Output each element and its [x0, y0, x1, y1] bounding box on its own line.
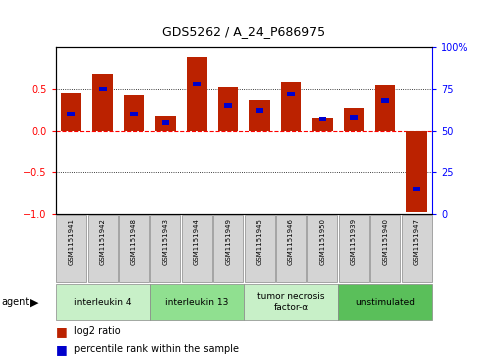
Bar: [256, 108, 264, 113]
Bar: [186, 57, 207, 131]
Bar: [218, 87, 239, 131]
Text: GSM1151944: GSM1151944: [194, 218, 200, 265]
Text: interleukin 4: interleukin 4: [74, 298, 131, 307]
Text: GSM1151941: GSM1151941: [68, 218, 74, 265]
FancyBboxPatch shape: [56, 215, 86, 282]
Bar: [249, 100, 270, 131]
FancyBboxPatch shape: [370, 215, 400, 282]
Text: ▶: ▶: [30, 297, 39, 307]
Bar: [406, 131, 427, 212]
FancyBboxPatch shape: [182, 215, 212, 282]
Text: log2 ratio: log2 ratio: [74, 326, 121, 336]
FancyBboxPatch shape: [150, 215, 181, 282]
Bar: [350, 115, 358, 120]
Text: ■: ■: [56, 343, 67, 356]
FancyBboxPatch shape: [119, 215, 149, 282]
Text: tumor necrosis
factor-α: tumor necrosis factor-α: [257, 293, 325, 312]
FancyBboxPatch shape: [87, 215, 118, 282]
Bar: [343, 108, 364, 131]
Text: GSM1151947: GSM1151947: [413, 218, 420, 265]
Text: GSM1151945: GSM1151945: [256, 218, 263, 265]
Text: percentile rank within the sample: percentile rank within the sample: [74, 344, 239, 354]
Bar: [193, 82, 201, 86]
Bar: [224, 103, 232, 108]
Bar: [312, 118, 333, 131]
Bar: [287, 91, 295, 96]
Bar: [99, 87, 107, 91]
FancyBboxPatch shape: [401, 215, 432, 282]
Text: interleukin 13: interleukin 13: [165, 298, 228, 307]
FancyBboxPatch shape: [339, 215, 369, 282]
Bar: [67, 112, 75, 116]
FancyBboxPatch shape: [276, 215, 306, 282]
Bar: [318, 117, 327, 121]
FancyBboxPatch shape: [244, 284, 338, 320]
Text: GSM1151943: GSM1151943: [162, 218, 169, 265]
Text: GSM1151948: GSM1151948: [131, 218, 137, 265]
FancyBboxPatch shape: [244, 215, 275, 282]
Text: agent: agent: [1, 297, 29, 307]
Bar: [381, 98, 389, 103]
Bar: [61, 93, 82, 131]
FancyBboxPatch shape: [150, 284, 244, 320]
Text: GSM1151946: GSM1151946: [288, 218, 294, 265]
Bar: [92, 74, 113, 131]
Bar: [281, 82, 301, 131]
Text: GSM1151949: GSM1151949: [225, 218, 231, 265]
Text: ■: ■: [56, 325, 67, 338]
Bar: [155, 116, 176, 131]
Text: GSM1151950: GSM1151950: [319, 218, 326, 265]
FancyBboxPatch shape: [56, 284, 150, 320]
Bar: [161, 120, 170, 125]
FancyBboxPatch shape: [213, 215, 243, 282]
Text: GSM1151942: GSM1151942: [99, 218, 106, 265]
Text: unstimulated: unstimulated: [355, 298, 415, 307]
Bar: [375, 85, 396, 131]
Text: GSM1151940: GSM1151940: [382, 218, 388, 265]
Bar: [130, 112, 138, 116]
FancyBboxPatch shape: [307, 215, 338, 282]
FancyBboxPatch shape: [338, 284, 432, 320]
Bar: [412, 187, 421, 191]
Bar: [124, 95, 144, 131]
Text: GSM1151939: GSM1151939: [351, 218, 357, 265]
Text: GDS5262 / A_24_P686975: GDS5262 / A_24_P686975: [162, 25, 326, 38]
